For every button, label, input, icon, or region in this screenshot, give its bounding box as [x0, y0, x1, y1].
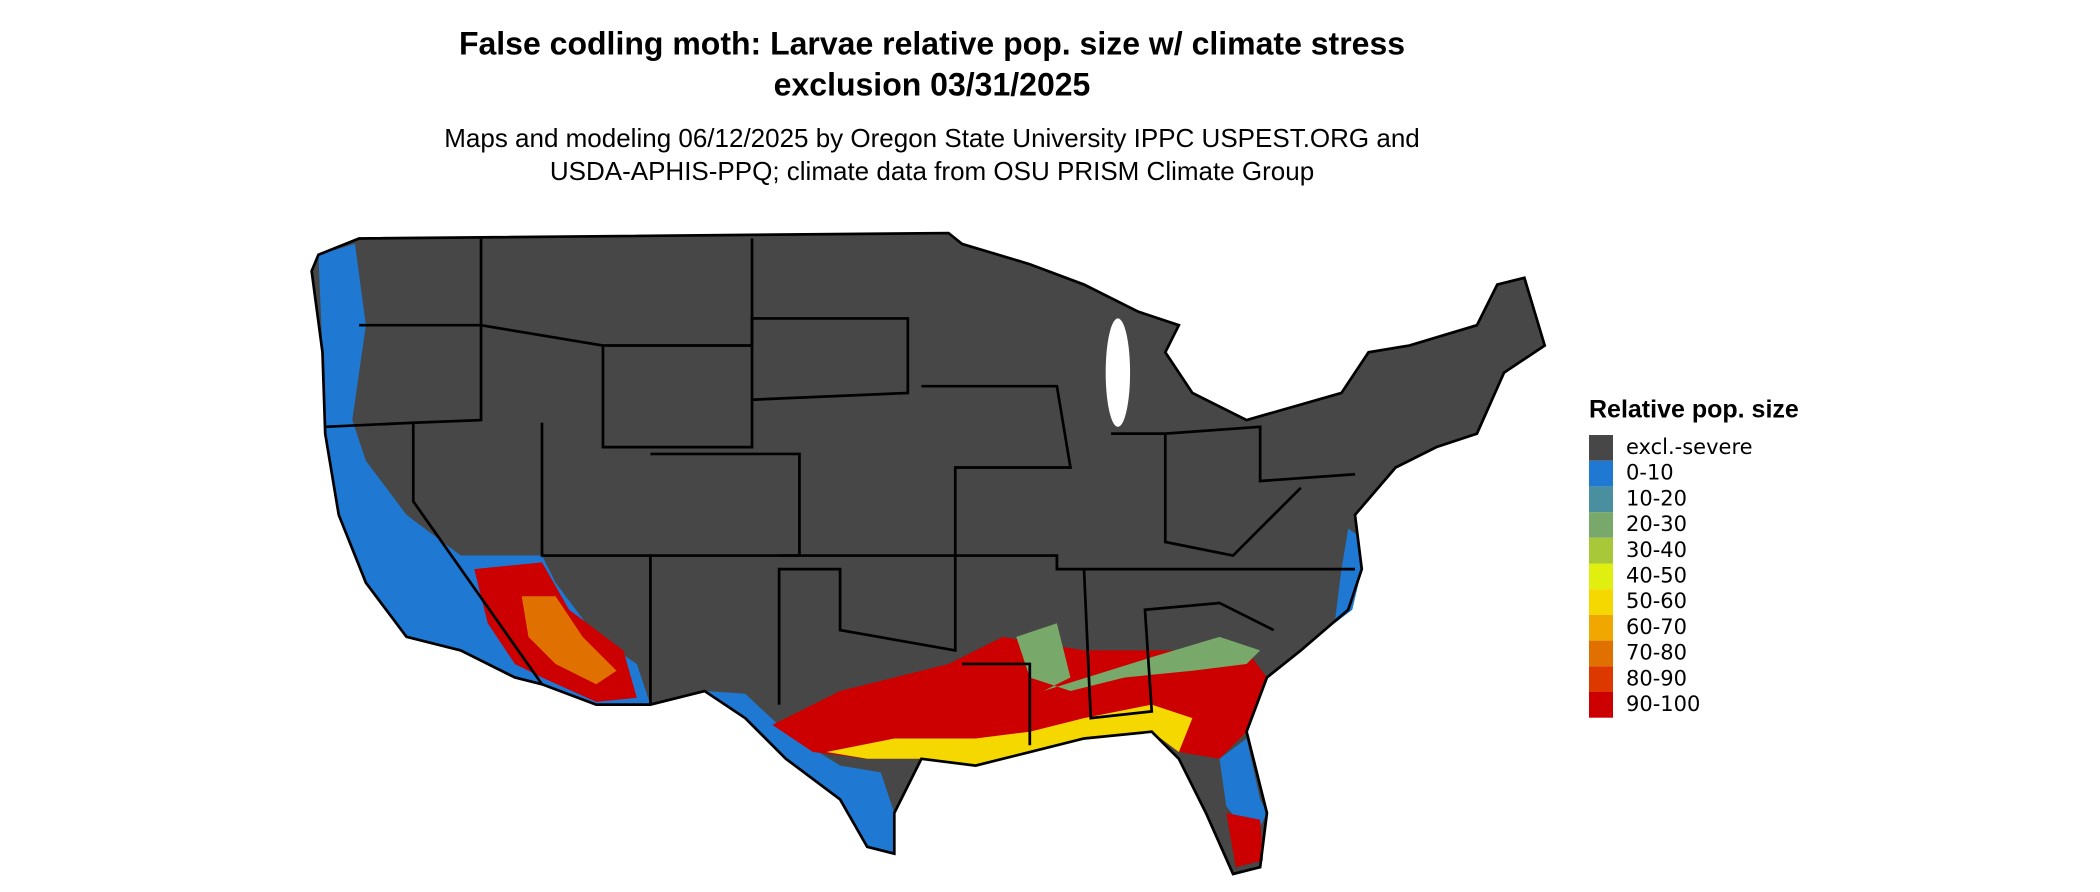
legend-label: 80-90	[1626, 666, 1687, 690]
state-border	[1163, 433, 1302, 558]
title: False codling moth: Larvae relative pop.…	[459, 25, 1405, 61]
state-border	[479, 238, 754, 449]
legend-swatch	[1589, 486, 1613, 513]
legend-label: 90-100	[1626, 692, 1700, 716]
legend-swatch	[1589, 512, 1613, 538]
state-border	[540, 422, 652, 705]
legend-swatch	[1589, 435, 1613, 461]
region	[1334, 528, 1362, 624]
state-border	[602, 317, 910, 402]
legend-swatch	[1589, 640, 1613, 667]
title: exclusion 03/31/2025	[774, 66, 1091, 102]
legend-swatch	[1589, 666, 1613, 692]
subtitle: USDA-APHIS-PPQ; climate data from OSU PR…	[550, 156, 1314, 186]
legend-label: 0-10	[1626, 461, 1674, 485]
state-border	[1111, 425, 1356, 483]
legend-swatch	[1589, 460, 1613, 487]
legend-label: 10-20	[1626, 486, 1687, 510]
legend-label: 60-70	[1626, 615, 1687, 639]
region	[1016, 623, 1261, 692]
state-border	[962, 662, 1032, 746]
legend-label: excl.-severe	[1626, 435, 1753, 459]
subtitle: Maps and modeling 06/12/2025 by Oregon S…	[444, 123, 1420, 153]
legend: excl.-severe0-1010-2020-3030-4040-5050-6…	[1589, 435, 1753, 718]
legend-swatch	[1589, 692, 1613, 718]
state-border	[411, 422, 544, 686]
region	[521, 596, 617, 685]
region	[704, 691, 895, 854]
legend-title: Relative pop. size	[1589, 396, 1799, 424]
state-border	[325, 323, 483, 429]
legend-label: 30-40	[1626, 538, 1687, 562]
state-border	[921, 384, 1356, 571]
legend-label: 40-50	[1626, 564, 1687, 588]
region	[318, 243, 651, 705]
region	[1219, 738, 1267, 841]
us-outline	[310, 231, 1547, 876]
legend-label: 50-60	[1626, 589, 1687, 613]
legend-swatch	[1589, 589, 1613, 615]
state-border	[650, 452, 801, 557]
lake	[1105, 318, 1131, 427]
legend-swatch	[1589, 537, 1613, 564]
us-map	[310, 231, 1547, 876]
legend-label: 20-30	[1626, 512, 1687, 536]
state-border	[1082, 569, 1275, 720]
region	[1226, 813, 1263, 868]
region	[826, 704, 1193, 766]
legend-swatch	[1589, 614, 1613, 641]
legend-swatch	[1589, 563, 1613, 590]
legend-label: 70-80	[1626, 641, 1687, 665]
